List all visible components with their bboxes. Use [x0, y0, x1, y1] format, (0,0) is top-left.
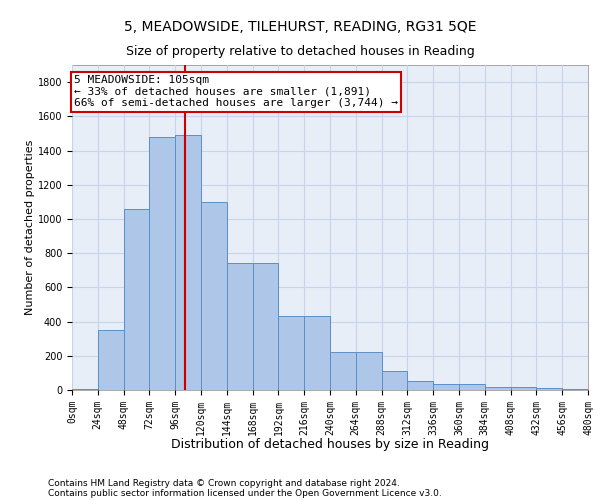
- Bar: [278, 316, 304, 390]
- Text: Contains HM Land Registry data © Crown copyright and database right 2024.: Contains HM Land Registry data © Crown c…: [48, 478, 400, 488]
- Text: Contains public sector information licensed under the Open Government Licence v3: Contains public sector information licen…: [48, 488, 442, 498]
- Bar: [201, 202, 227, 390]
- Bar: [511, 388, 536, 390]
- Bar: [124, 208, 149, 390]
- Bar: [227, 264, 253, 390]
- Bar: [536, 388, 562, 390]
- Bar: [98, 330, 124, 390]
- Text: 5, MEADOWSIDE, TILEHURST, READING, RG31 5QE: 5, MEADOWSIDE, TILEHURST, READING, RG31 …: [124, 20, 476, 34]
- Bar: [72, 389, 98, 390]
- Y-axis label: Number of detached properties: Number of detached properties: [25, 140, 35, 315]
- Bar: [304, 316, 330, 390]
- Bar: [356, 352, 382, 390]
- X-axis label: Distribution of detached houses by size in Reading: Distribution of detached houses by size …: [171, 438, 489, 451]
- Text: Size of property relative to detached houses in Reading: Size of property relative to detached ho…: [125, 45, 475, 58]
- Bar: [253, 264, 278, 390]
- Bar: [149, 137, 175, 390]
- Bar: [433, 384, 459, 390]
- Bar: [382, 371, 407, 390]
- Bar: [562, 389, 588, 390]
- Bar: [330, 352, 356, 390]
- Bar: [459, 384, 485, 390]
- Bar: [485, 386, 511, 390]
- Bar: [407, 382, 433, 390]
- Bar: [175, 135, 201, 390]
- Text: 5 MEADOWSIDE: 105sqm
← 33% of detached houses are smaller (1,891)
66% of semi-de: 5 MEADOWSIDE: 105sqm ← 33% of detached h…: [74, 76, 398, 108]
